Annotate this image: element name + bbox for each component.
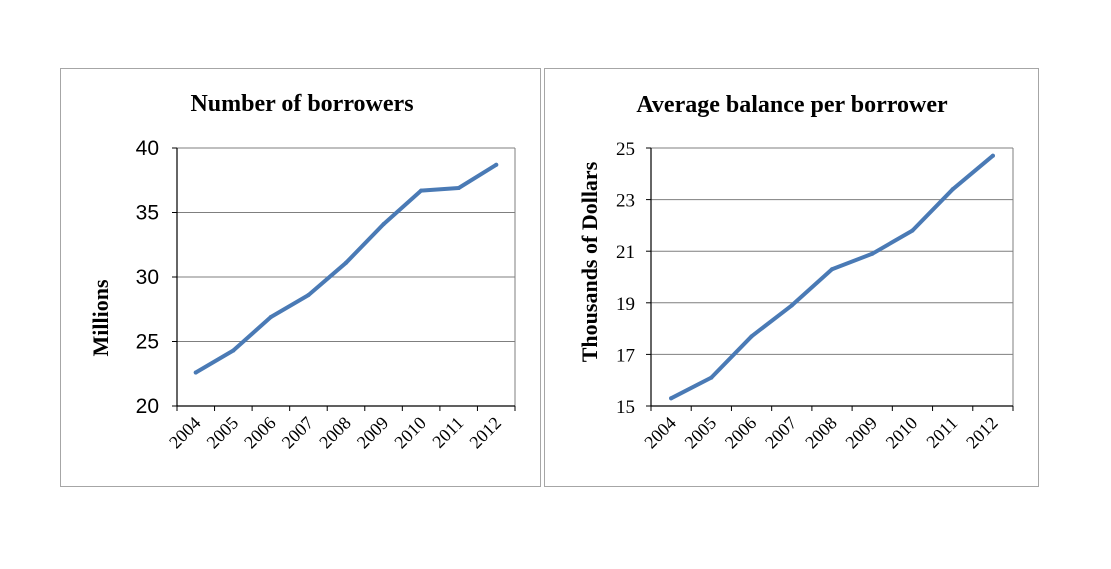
data-point — [419, 188, 424, 193]
data-point — [381, 222, 386, 227]
x-tick-label: 2010 — [882, 413, 922, 453]
plot-area: 2025303540200420052006200720082009201020… — [136, 137, 516, 453]
chart-title: Average balance per borrower — [636, 92, 948, 118]
y-tick-label: 20 — [136, 395, 159, 418]
y-tick-label: 23 — [616, 191, 635, 212]
x-tick-label: 2005 — [203, 413, 243, 453]
y-tick-label: 15 — [616, 397, 635, 418]
data-point — [669, 396, 674, 401]
data-point — [494, 162, 499, 167]
x-tick-label: 2009 — [841, 413, 881, 453]
chart-panel-borrowers: Number of borrowers Millions 20 25 30 35 40 2… — [60, 68, 541, 487]
data-point — [456, 185, 461, 190]
x-tick-label: 2005 — [681, 413, 721, 453]
x-tick-label: 2012 — [962, 413, 1002, 453]
borrowers-chart: Number of borrowers Millions 20 25 30 35 40 2… — [88, 91, 516, 453]
x-tick-label: 2006 — [240, 413, 280, 453]
y-tick-label: 21 — [616, 242, 635, 263]
data-point — [709, 375, 714, 380]
y-tick-label: 40 — [136, 137, 159, 160]
chart-title: Number of borrowers — [190, 91, 413, 117]
x-tick-label: 2011 — [428, 413, 467, 452]
x-tick-label: 2004 — [640, 413, 680, 453]
balance-chart: Average balance per borrower Thousands o… — [577, 92, 1014, 453]
y-tick-label: 25 — [136, 331, 159, 354]
data-point — [910, 228, 915, 233]
x-tick-label: 2008 — [315, 413, 355, 453]
x-tick-label: 2012 — [465, 413, 505, 453]
y-axis-label: Thousands of Dollars — [577, 161, 602, 362]
plot-area: 15 17 19 21 23 25 2004 2005 2006 2007 2008 2009 2010… — [616, 139, 1014, 453]
data-point — [950, 187, 955, 192]
x-tick-label: 2010 — [390, 413, 430, 453]
data-point — [306, 293, 311, 298]
data-point — [268, 314, 273, 319]
y-tick-label: 17 — [616, 345, 635, 366]
x-tick-label: 2006 — [721, 413, 761, 453]
data-point — [231, 348, 236, 353]
data-point — [789, 303, 794, 308]
y-tick-label: 25 — [616, 139, 635, 160]
x-tick-label: 2011 — [922, 413, 961, 452]
data-point — [344, 260, 348, 265]
data-point — [990, 153, 995, 158]
data-point — [193, 370, 198, 375]
y-tick-label: 19 — [616, 294, 635, 315]
x-tick-label: 2004 — [165, 413, 205, 453]
series-line — [669, 153, 995, 401]
data-point — [830, 267, 834, 272]
y-tick-label: 35 — [136, 202, 159, 225]
x-tick-label: 2009 — [353, 413, 393, 453]
chart-panel-balance: Average balance per borrower Thousands o… — [544, 68, 1039, 487]
y-tick-label: 30 — [136, 266, 159, 289]
x-tick-label: 2007 — [278, 413, 318, 453]
data-point — [870, 251, 875, 256]
y-axis-label: Millions — [88, 279, 113, 356]
x-tick-label: 2008 — [801, 413, 841, 453]
x-tick-label: 2007 — [761, 413, 801, 453]
data-point — [749, 334, 754, 339]
